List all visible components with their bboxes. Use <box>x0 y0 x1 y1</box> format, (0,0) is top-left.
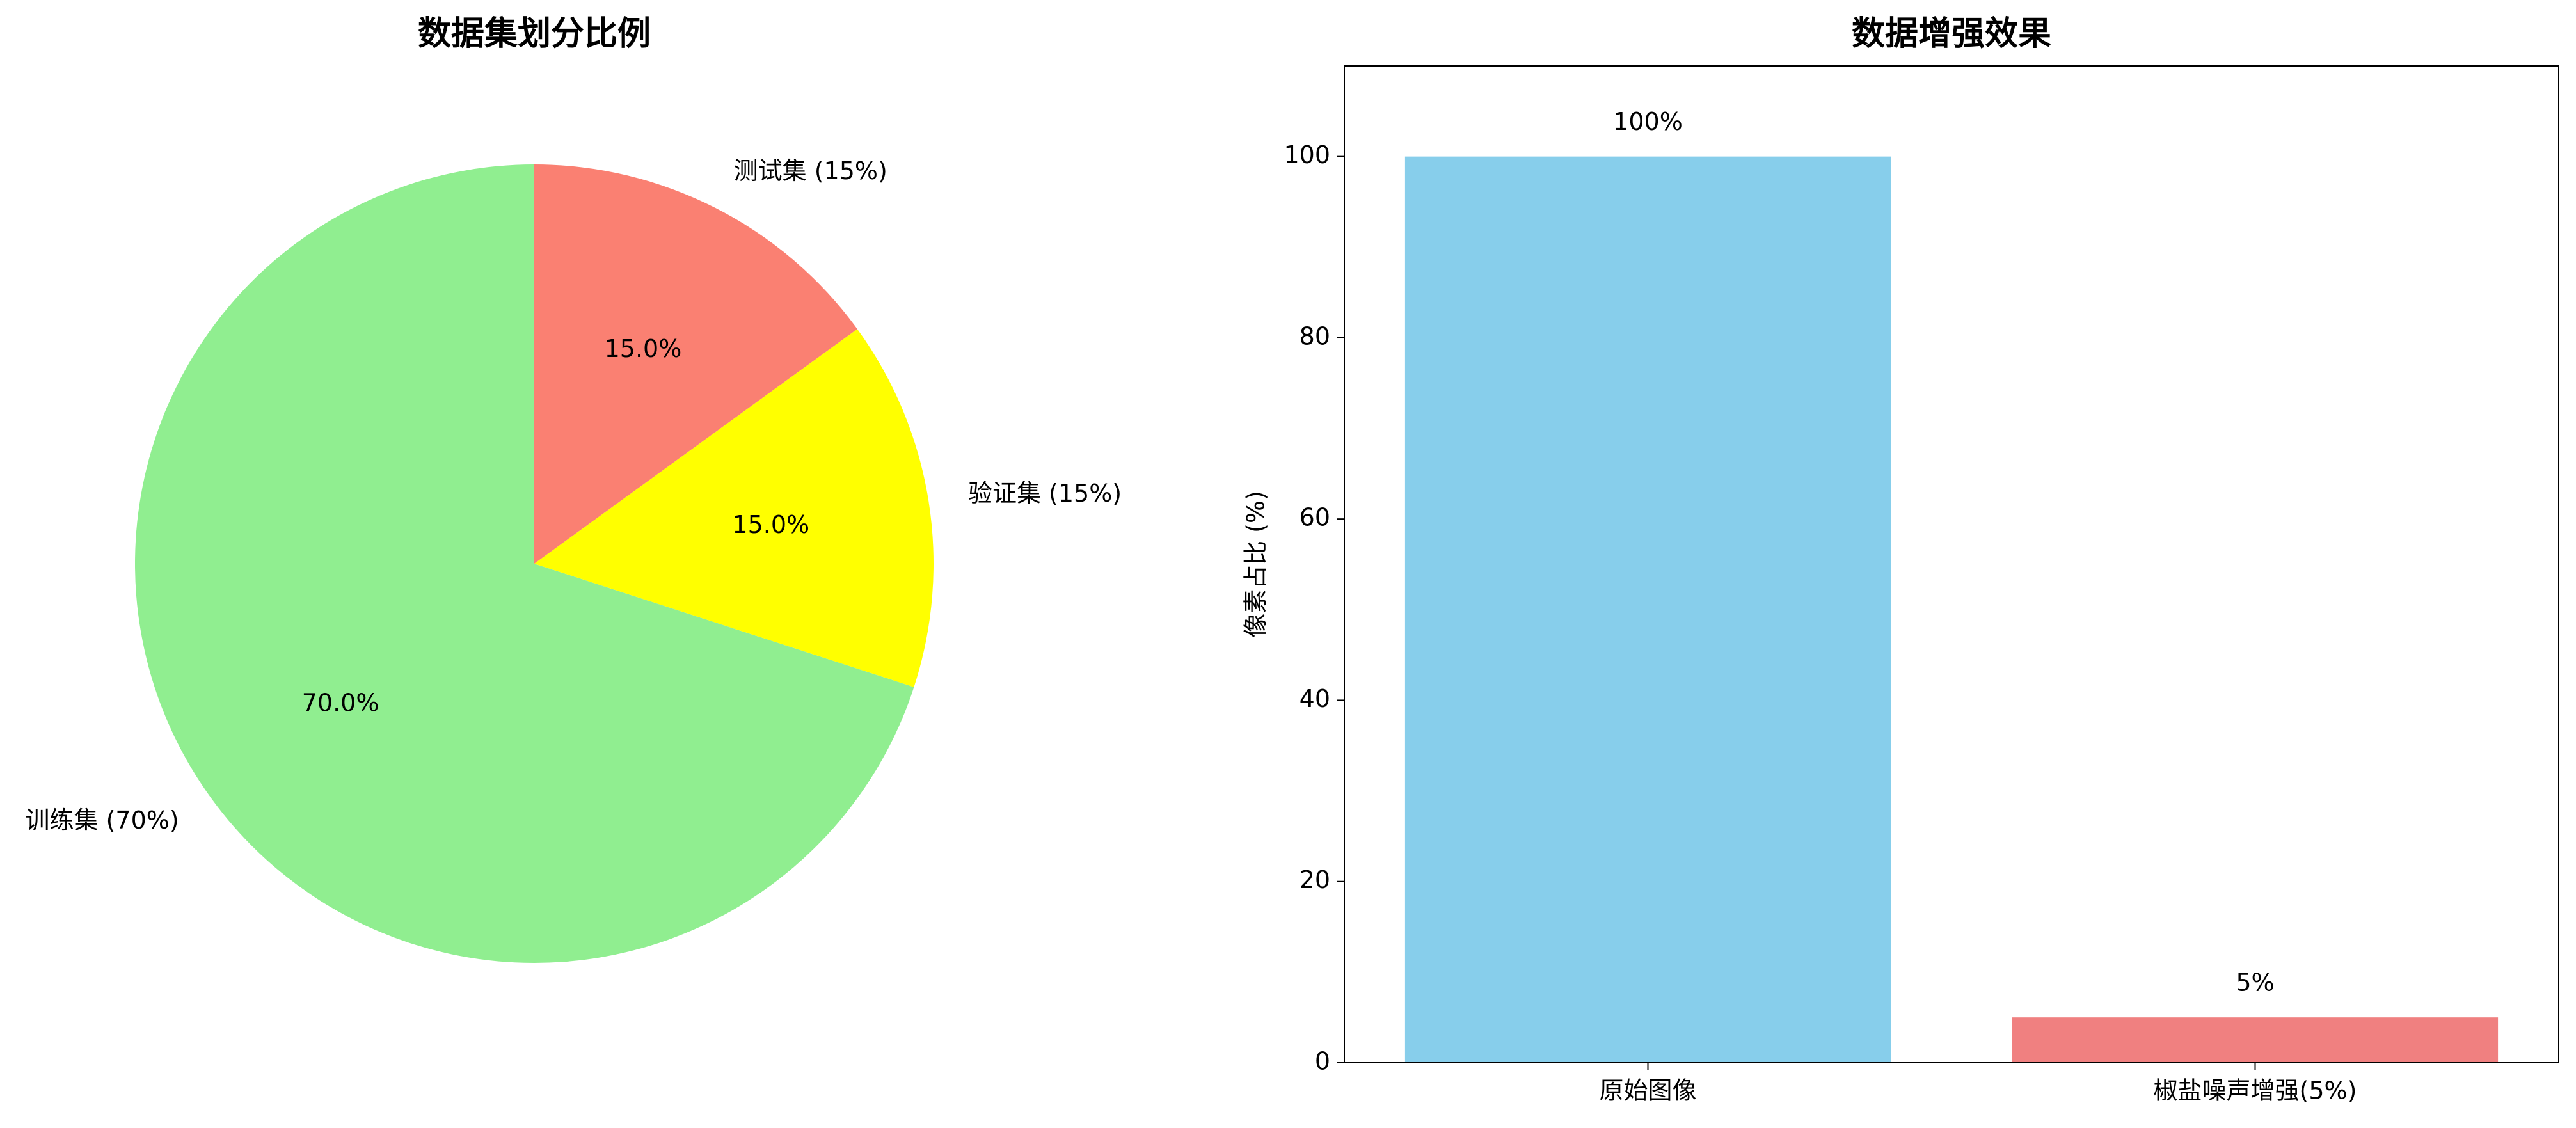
pie-slice <box>534 329 934 687</box>
y-tick-label: 20 <box>1300 866 1330 894</box>
slice-label: 验证集 (15%) <box>968 479 1122 507</box>
chart-title: 数据集划分比例 <box>418 15 651 53</box>
y-tick-label: 60 <box>1300 504 1330 532</box>
slice-value-label: 15.0% <box>605 335 682 363</box>
slice-label: 测试集 (15%) <box>734 157 887 185</box>
bar <box>2012 1017 2499 1063</box>
y-tick-label: 80 <box>1300 322 1330 350</box>
x-tick-label: 原始图像 <box>1599 1077 1696 1105</box>
slice-label: 训练集 (70%) <box>25 806 179 834</box>
chart-title: 数据增强效果 <box>1852 15 2051 53</box>
slice-value-label: 15.0% <box>732 511 809 539</box>
y-tick-label: 0 <box>1315 1047 1330 1076</box>
x-tick-label: 椒盐噪声增强(5%) <box>2154 1077 2357 1105</box>
pie-slice <box>134 164 914 964</box>
pie-slice <box>534 164 857 564</box>
bar-value-label: 100% <box>1613 107 1683 136</box>
bar-value-label: 5% <box>2236 969 2274 997</box>
y-tick-label: 40 <box>1300 685 1330 713</box>
slice-value-label: 70.0% <box>302 689 379 717</box>
y-tick-label: 100 <box>1284 141 1330 169</box>
axes-frame <box>1344 65 2559 1063</box>
y-axis-label: 像素占比 (%) <box>1242 491 1270 638</box>
bar <box>1404 156 1891 1063</box>
